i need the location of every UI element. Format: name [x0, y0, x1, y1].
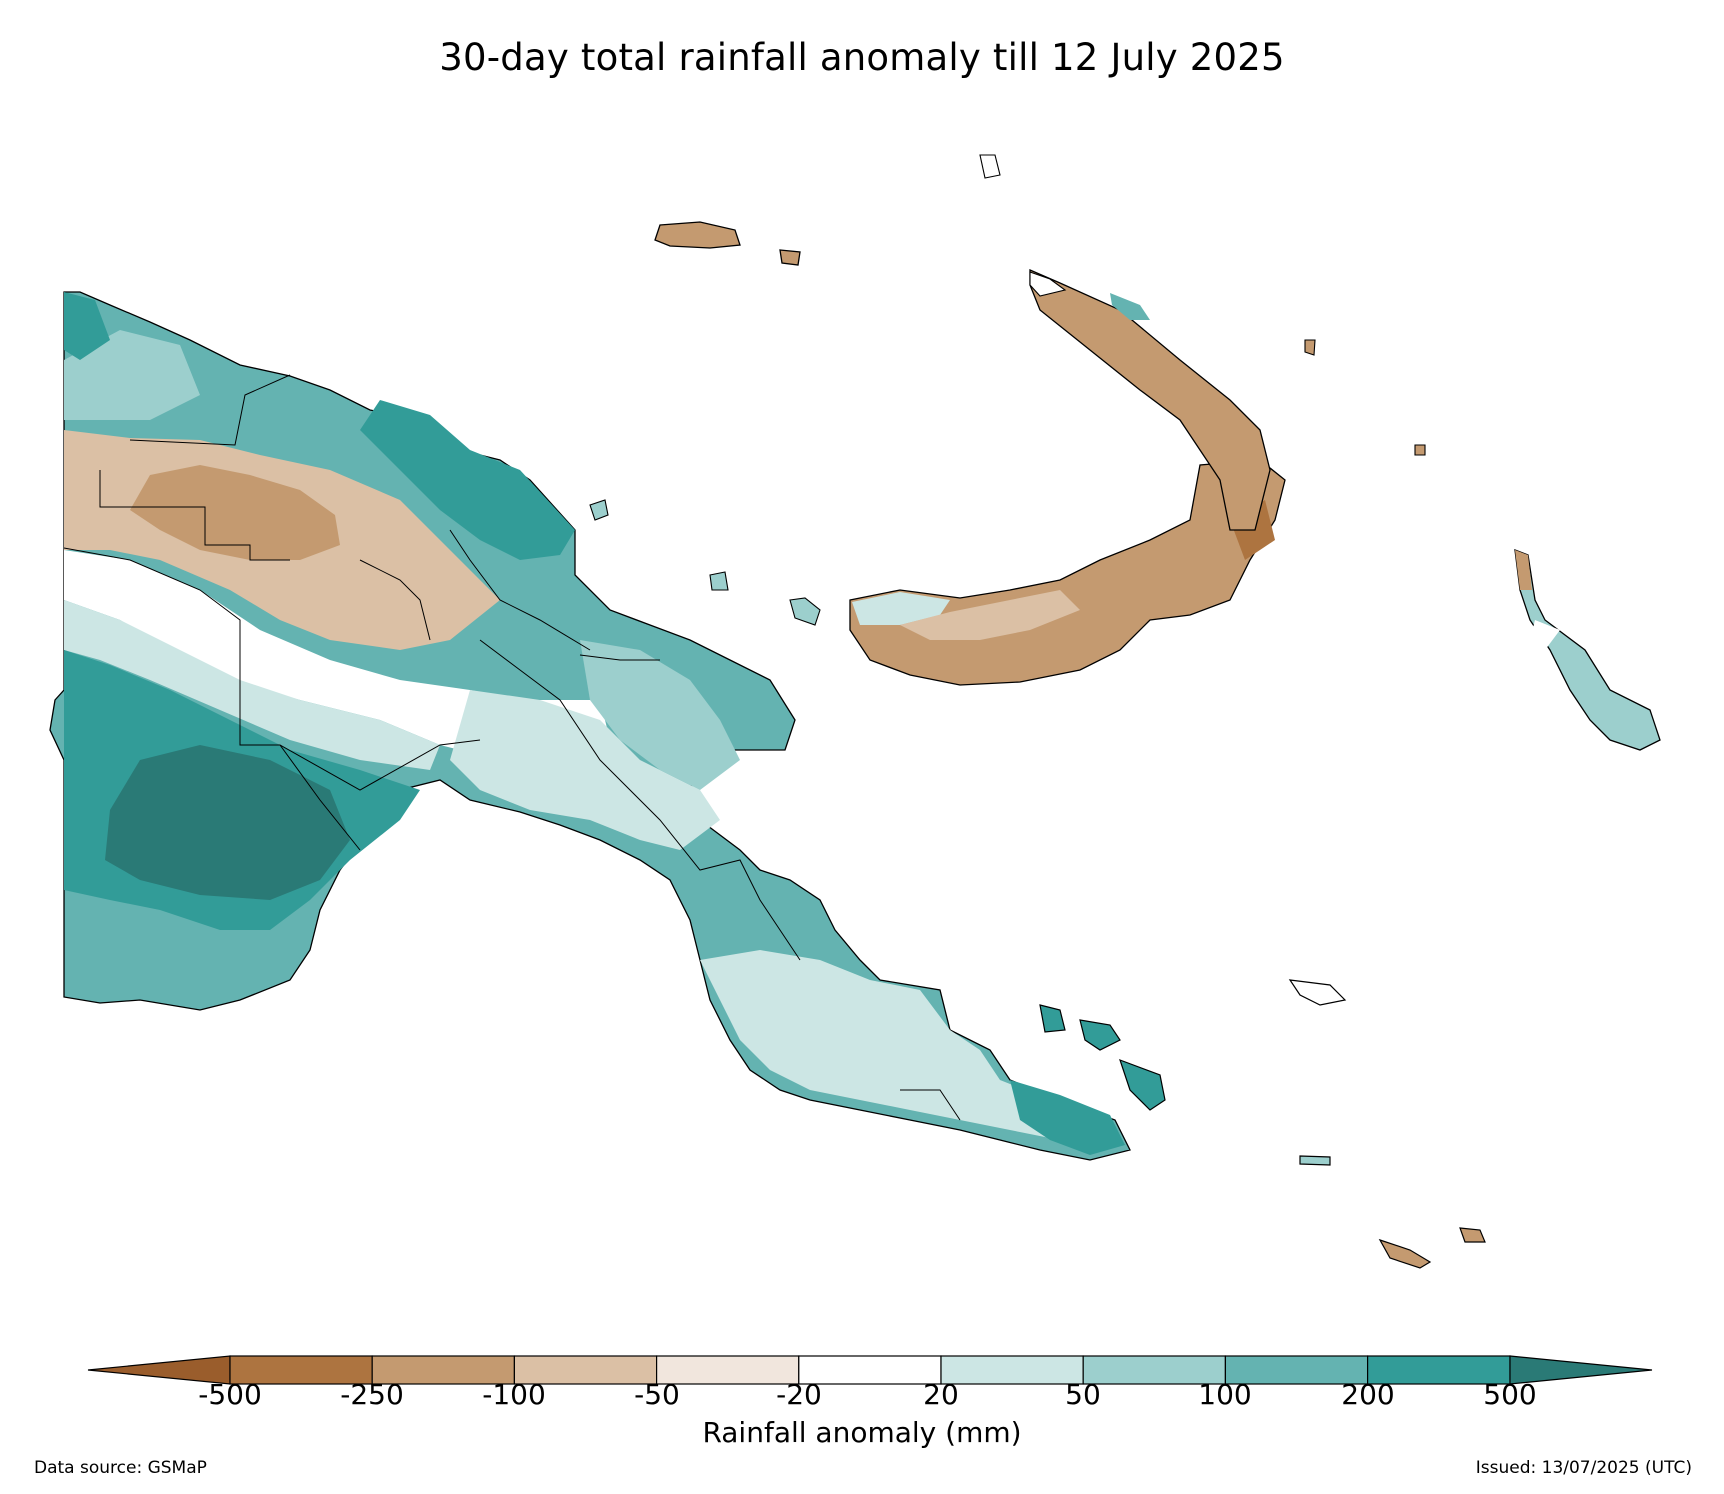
colorbar-tick-label: -100 — [482, 1378, 546, 1411]
new-ireland-wet-patch — [1110, 293, 1150, 320]
colorbar-tick-label: -500 — [198, 1378, 262, 1411]
colorbar-bin-4 — [655, 1355, 800, 1385]
new-britain-light-dry-band — [900, 590, 1080, 640]
province-borders — [63, 374, 961, 1121]
highlands-light-wet-band — [64, 600, 440, 770]
colorbar-bin-9 — [1366, 1355, 1511, 1385]
mainland-fills — [64, 292, 1125, 1155]
colorbar-tick-label: 20 — [923, 1378, 959, 1411]
new-britain-wet-west — [852, 592, 950, 625]
fly-basin-very-wet — [105, 745, 350, 900]
southeast-light-wet — [700, 950, 1080, 1140]
highlands-dry-core — [130, 465, 340, 560]
manus-island — [654, 221, 801, 266]
colorbar-bin-2 — [371, 1355, 516, 1385]
colorbar-tick-label: -20 — [776, 1378, 822, 1411]
colorbar — [87, 1355, 1653, 1385]
northwest-corner-strong-wet — [64, 292, 110, 360]
north-coast-strong-wet — [360, 400, 575, 560]
new-britain — [849, 459, 1286, 686]
colorbar-bin-5 — [798, 1355, 942, 1385]
colorbar-bin-8 — [1224, 1355, 1369, 1385]
colorbar-tick-label: -250 — [340, 1378, 404, 1411]
new-ireland — [1029, 269, 1271, 531]
colorbar-title: Rainfall anomaly (mm) — [702, 1416, 1022, 1449]
colorbar-tick-label: 50 — [1065, 1378, 1101, 1411]
colorbar-extend-max — [1509, 1355, 1653, 1385]
central-mid-wet — [580, 640, 740, 790]
colorbar-bin-6 — [940, 1355, 1084, 1385]
colorbar-tick-label: 100 — [1198, 1378, 1252, 1411]
colorbar-tick-label: 200 — [1341, 1378, 1395, 1411]
issued-date-note: Issued: 13/07/2025 (UTC) — [1475, 1458, 1692, 1478]
small-islands — [589, 154, 1426, 626]
southeast-tip-strong-wet — [1010, 1080, 1125, 1155]
new-ireland-white-north — [1029, 271, 1067, 297]
colorbar-bin-3 — [513, 1355, 658, 1385]
bougainville-dry-north — [1515, 550, 1532, 590]
milne-bay-islands — [1039, 979, 1486, 1269]
central-light-wet — [450, 690, 720, 850]
colorbar-tick-label: 500 — [1483, 1378, 1537, 1411]
map-title: 30-day total rainfall anomaly till 12 Ju… — [439, 36, 1285, 79]
colorbar-tick-label: -50 — [634, 1378, 680, 1411]
bougainville-white-band — [1530, 620, 1560, 650]
bougainville — [1514, 549, 1661, 751]
northwest-coast-wet — [64, 330, 200, 420]
data-source-note: Data source: GSMaP — [34, 1458, 207, 1478]
